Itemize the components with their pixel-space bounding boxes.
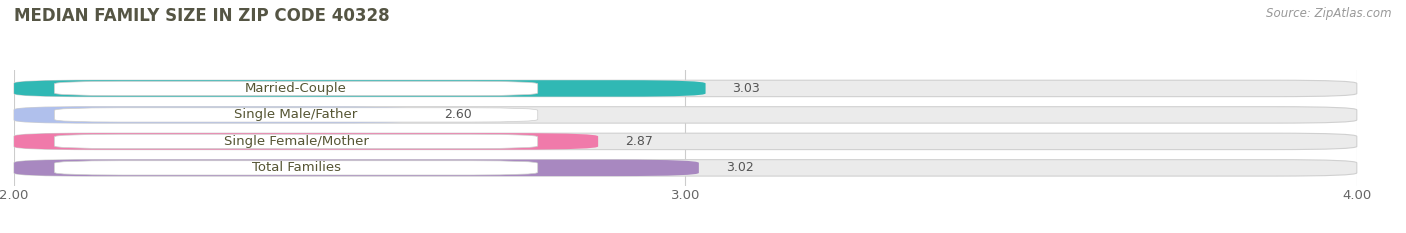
- Text: 2.60: 2.60: [444, 108, 471, 121]
- FancyBboxPatch shape: [14, 160, 1357, 176]
- Text: Single Male/Father: Single Male/Father: [235, 108, 357, 121]
- Text: Total Families: Total Families: [252, 161, 340, 174]
- Text: 3.02: 3.02: [725, 161, 754, 174]
- FancyBboxPatch shape: [55, 161, 537, 175]
- Text: Source: ZipAtlas.com: Source: ZipAtlas.com: [1267, 7, 1392, 20]
- FancyBboxPatch shape: [55, 81, 537, 96]
- FancyBboxPatch shape: [14, 80, 1357, 97]
- Text: MEDIAN FAMILY SIZE IN ZIP CODE 40328: MEDIAN FAMILY SIZE IN ZIP CODE 40328: [14, 7, 389, 25]
- Text: 2.87: 2.87: [626, 135, 652, 148]
- Text: Married-Couple: Married-Couple: [245, 82, 347, 95]
- FancyBboxPatch shape: [14, 107, 416, 123]
- Text: Single Female/Mother: Single Female/Mother: [224, 135, 368, 148]
- FancyBboxPatch shape: [14, 107, 1357, 123]
- Text: 3.03: 3.03: [733, 82, 761, 95]
- FancyBboxPatch shape: [14, 160, 699, 176]
- FancyBboxPatch shape: [14, 133, 598, 150]
- FancyBboxPatch shape: [14, 133, 1357, 150]
- FancyBboxPatch shape: [55, 134, 537, 149]
- FancyBboxPatch shape: [55, 108, 537, 122]
- FancyBboxPatch shape: [14, 80, 706, 97]
